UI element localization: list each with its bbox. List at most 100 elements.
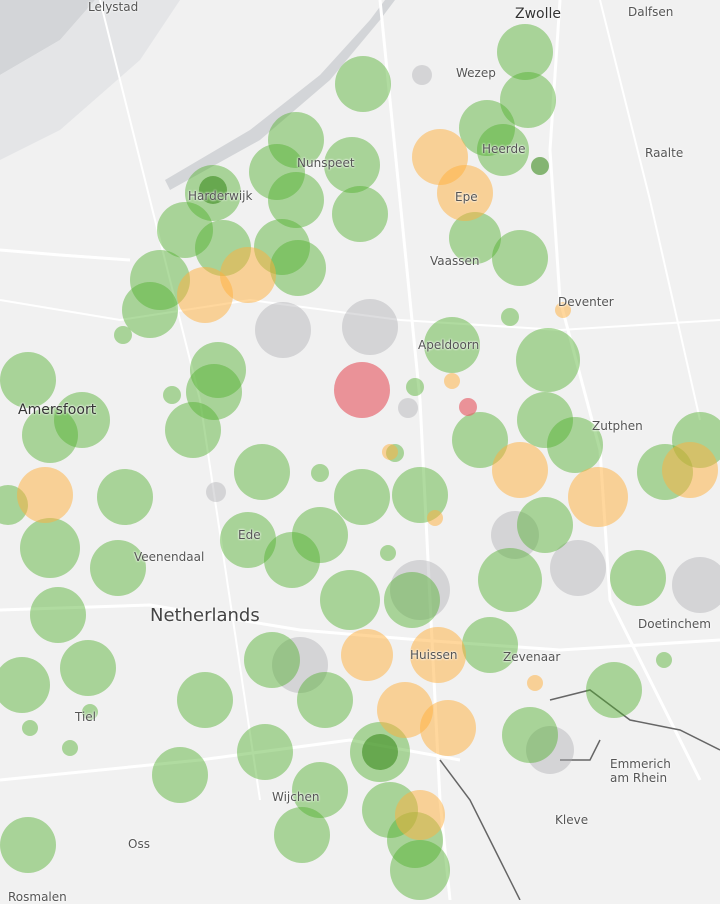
bubble[interactable]: [420, 700, 476, 756]
bubble[interactable]: [0, 352, 56, 408]
bubble[interactable]: [114, 326, 132, 344]
bubble[interactable]: [342, 299, 398, 355]
bubble[interactable]: [274, 807, 330, 863]
bubble[interactable]: [377, 682, 433, 738]
bubble[interactable]: [412, 65, 432, 85]
bubble[interactable]: [395, 790, 445, 840]
bubble[interactable]: [0, 657, 50, 713]
bubble[interactable]: [586, 662, 642, 718]
bubble[interactable]: [30, 587, 86, 643]
bubble[interactable]: [382, 444, 398, 460]
bubble[interactable]: [531, 157, 549, 175]
bubble[interactable]: [130, 250, 190, 310]
bubble[interactable]: [362, 734, 398, 770]
bubble[interactable]: [568, 467, 628, 527]
place-label: Doetinchem: [638, 617, 711, 631]
bubble[interactable]: [459, 100, 515, 156]
bubble[interactable]: [517, 497, 573, 553]
bubble[interactable]: [268, 112, 324, 168]
bubble[interactable]: [550, 540, 606, 596]
bubble[interactable]: [334, 469, 390, 525]
bubble[interactable]: [502, 707, 558, 763]
bubble[interactable]: [0, 817, 56, 873]
bubble[interactable]: [462, 617, 518, 673]
bubble[interactable]: [501, 308, 519, 326]
bubble[interactable]: [555, 302, 571, 318]
bubble[interactable]: [662, 442, 718, 498]
bubble[interactable]: [292, 507, 348, 563]
bubble[interactable]: [268, 172, 324, 228]
bubble[interactable]: [424, 317, 480, 373]
bubble[interactable]: [491, 511, 539, 559]
bubble[interactable]: [656, 652, 672, 668]
bubble[interactable]: [390, 840, 450, 900]
bubble[interactable]: [199, 176, 227, 204]
bubble[interactable]: [22, 407, 78, 463]
bubble[interactable]: [297, 672, 353, 728]
bubble[interactable]: [390, 560, 450, 620]
bubble[interactable]: [459, 398, 477, 416]
bubble[interactable]: [97, 469, 153, 525]
bubble[interactable]: [152, 747, 208, 803]
bubble[interactable]: [527, 675, 543, 691]
bubble[interactable]: [311, 464, 329, 482]
bubble[interactable]: [206, 482, 226, 502]
bubble[interactable]: [177, 672, 233, 728]
bubble[interactable]: [449, 212, 501, 264]
bubble[interactable]: [163, 386, 181, 404]
bubble[interactable]: [492, 442, 548, 498]
bubble[interactable]: [492, 230, 548, 286]
bubble[interactable]: [177, 267, 233, 323]
bubble[interactable]: [220, 512, 276, 568]
bubble[interactable]: [332, 186, 388, 242]
bubble[interactable]: [244, 632, 300, 688]
bubble[interactable]: [234, 444, 290, 500]
bubble[interactable]: [237, 724, 293, 780]
bubble[interactable]: [320, 570, 380, 630]
bubble[interactable]: [526, 726, 574, 774]
bubble[interactable]: [444, 373, 460, 389]
bubble[interactable]: [437, 165, 493, 221]
bubble[interactable]: [452, 412, 508, 468]
bubble[interactable]: [272, 637, 328, 693]
bubble[interactable]: [157, 202, 213, 258]
bubble[interactable]: [186, 364, 242, 420]
bubble[interactable]: [255, 302, 311, 358]
bubble[interactable]: [54, 392, 110, 448]
bubble[interactable]: [341, 629, 393, 681]
bubble[interactable]: [335, 56, 391, 112]
bubble[interactable]: [82, 704, 98, 720]
bubble[interactable]: [392, 467, 448, 523]
bubble[interactable]: [384, 572, 440, 628]
bubble[interactable]: [406, 378, 424, 396]
bubble[interactable]: [500, 72, 556, 128]
bubble[interactable]: [477, 124, 529, 176]
bubble[interactable]: [270, 240, 326, 296]
bubble[interactable]: [497, 24, 553, 80]
bubble[interactable]: [22, 720, 38, 736]
bubble[interactable]: [478, 548, 542, 612]
bubble[interactable]: [324, 137, 380, 193]
bubble[interactable]: [220, 247, 276, 303]
bubble[interactable]: [334, 362, 390, 418]
bubble[interactable]: [427, 510, 443, 526]
bubble[interactable]: [547, 417, 603, 473]
bubble[interactable]: [516, 328, 580, 392]
bubble[interactable]: [20, 518, 80, 578]
bubble[interactable]: [90, 540, 146, 596]
bubble[interactable]: [264, 532, 320, 588]
bubble[interactable]: [398, 398, 418, 418]
bubble[interactable]: [165, 402, 221, 458]
bubble[interactable]: [610, 550, 666, 606]
bubble[interactable]: [249, 144, 305, 200]
bubble[interactable]: [292, 762, 348, 818]
bubble[interactable]: [380, 545, 396, 561]
bubble[interactable]: [517, 392, 573, 448]
bubble[interactable]: [122, 282, 178, 338]
bubble[interactable]: [60, 640, 116, 696]
bubble[interactable]: [190, 342, 246, 398]
bubble[interactable]: [410, 627, 466, 683]
bubble[interactable]: [62, 740, 78, 756]
bubble[interactable]: [672, 557, 720, 613]
bubble[interactable]: [17, 467, 73, 523]
